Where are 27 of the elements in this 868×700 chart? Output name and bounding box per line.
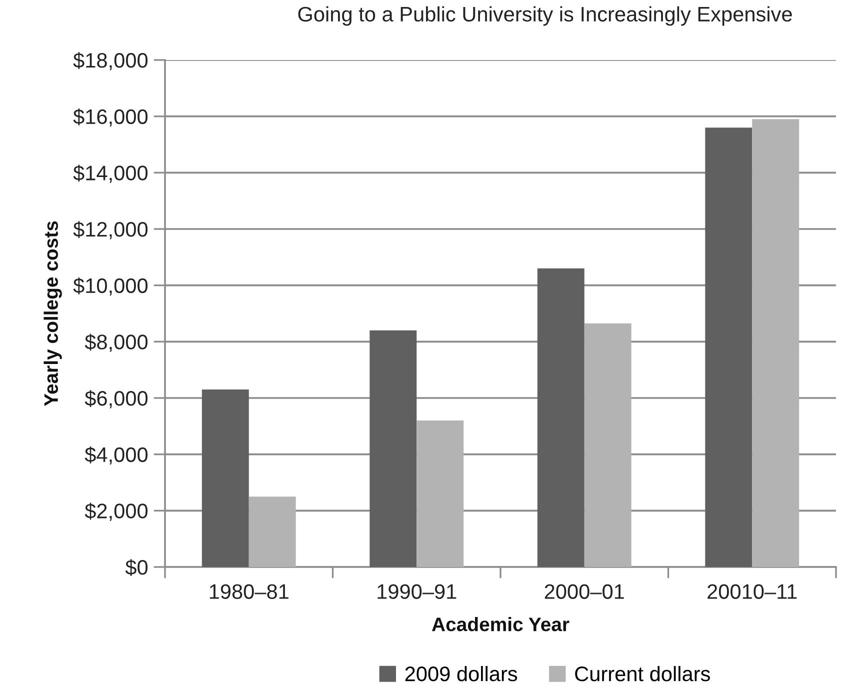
bar — [248, 496, 296, 567]
y-axis-title: Yearly college costs — [44, 221, 62, 406]
bar — [537, 268, 584, 567]
y-tick-label: $2,000 — [84, 502, 148, 521]
y-tick-label: $12,000 — [73, 221, 148, 240]
y-tick-label: $4,000 — [84, 446, 148, 465]
x-tick-label: 20010–11 — [708, 584, 797, 599]
bar — [370, 330, 417, 567]
bar — [705, 128, 752, 567]
y-tick-label: $8,000 — [84, 334, 148, 352]
bar — [416, 420, 464, 567]
x-tick-label: 2000–01 — [544, 584, 624, 599]
y-tick-label: $16,000 — [73, 108, 148, 127]
y-tick-label: $6,000 — [84, 390, 148, 408]
y-tick-label: $0 — [125, 559, 148, 576]
bar — [202, 390, 249, 567]
legend-label: Current dollars — [575, 666, 710, 682]
legend-label: 2009 dollars — [405, 666, 518, 682]
x-tick-label: 1990–91 — [378, 584, 456, 599]
y-tick-label: $10,000 — [73, 277, 148, 296]
x-tick-label: 1980–81 — [210, 584, 288, 599]
bar — [584, 323, 632, 567]
y-tick-label: $14,000 — [73, 164, 148, 183]
y-tick-label: $18,000 — [73, 52, 148, 70]
chart-title: Going to a Public University is Increasingly Expensive — [298, 6, 792, 26]
bar — [752, 119, 800, 567]
x-axis-title: Academic Year — [432, 616, 570, 632]
